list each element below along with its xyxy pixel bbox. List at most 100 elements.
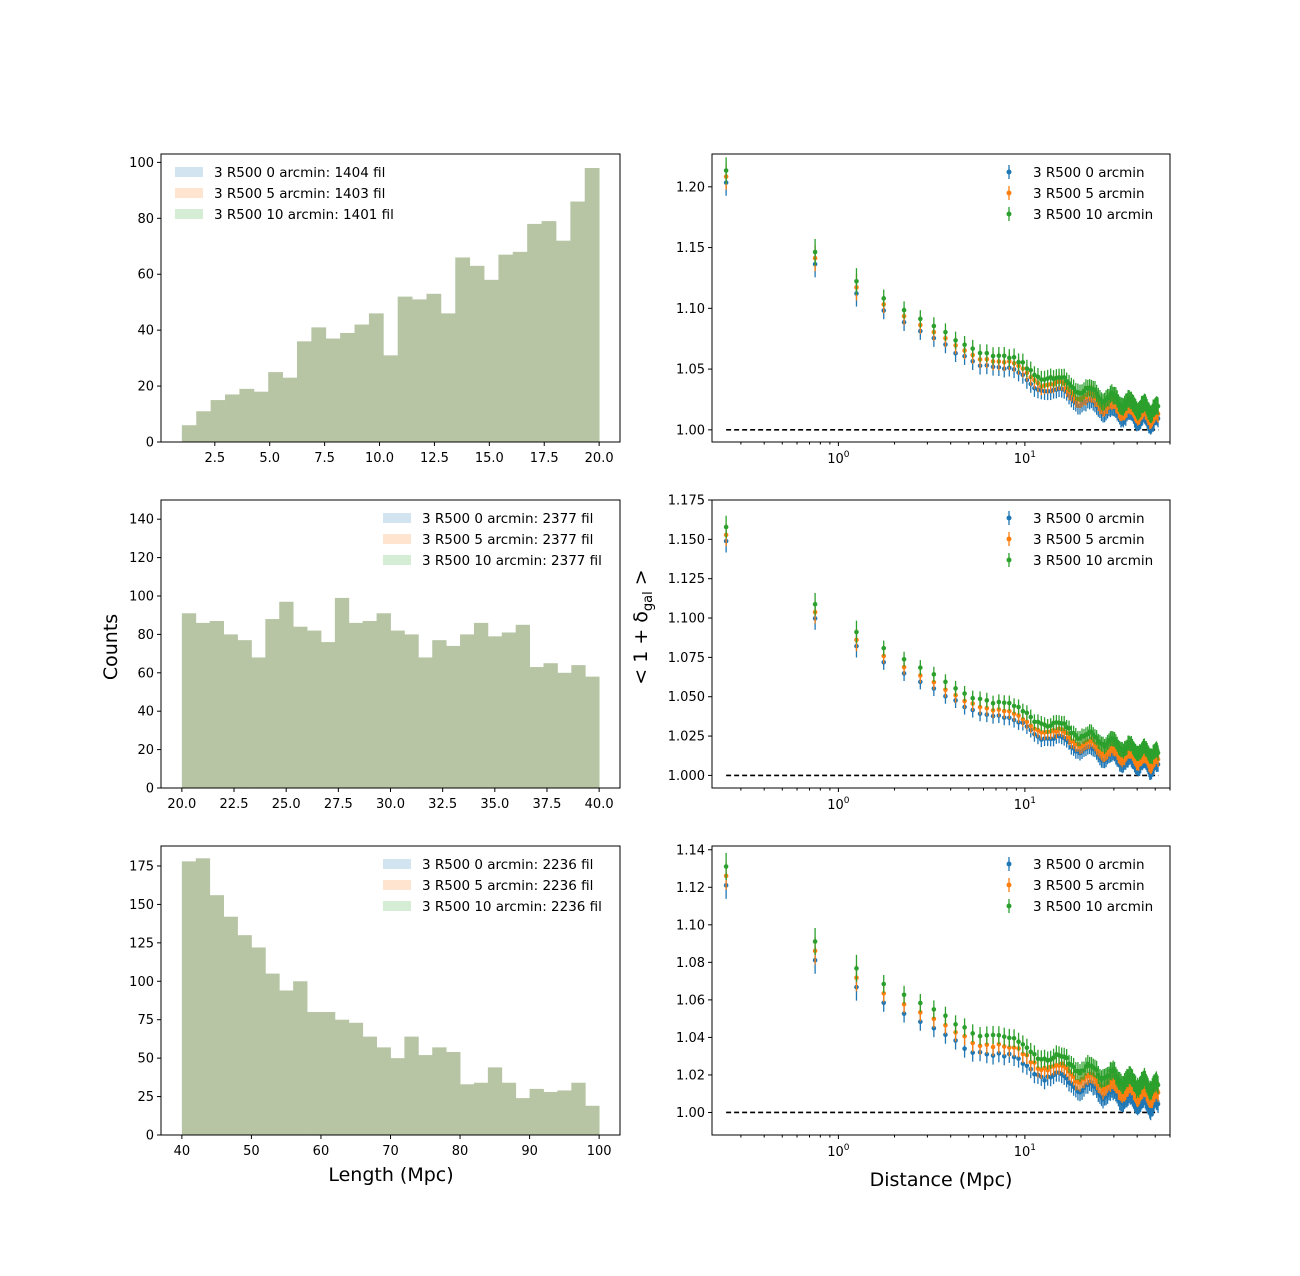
x-tick-label: 37.5 bbox=[533, 797, 562, 812]
hist-bar bbox=[293, 981, 308, 1135]
hist-bar bbox=[368, 313, 384, 442]
legend-swatch bbox=[175, 188, 203, 198]
data-point bbox=[881, 645, 887, 651]
hist-bar bbox=[446, 1051, 461, 1135]
x-tick-label: 101 bbox=[1014, 450, 1036, 467]
plot-frame bbox=[711, 499, 1171, 789]
data-point bbox=[1048, 723, 1053, 729]
hist-xlabel: Length (Mpc) bbox=[328, 1164, 453, 1186]
data-point bbox=[1042, 1065, 1047, 1071]
data-point bbox=[1007, 1045, 1012, 1050]
data-point bbox=[1016, 1056, 1021, 1061]
y-tick-label: 140 bbox=[129, 513, 154, 528]
legend-label: 3 R500 10 arcmin: 1401 fil bbox=[214, 207, 394, 223]
series-3 bbox=[723, 853, 1161, 1101]
legend-label: 3 R500 10 arcmin: 2377 fil bbox=[422, 553, 602, 569]
hist-bar bbox=[487, 636, 503, 788]
hist-bar bbox=[557, 672, 572, 788]
data-point bbox=[984, 350, 990, 356]
hist-bar bbox=[307, 630, 322, 788]
data-point bbox=[918, 673, 923, 678]
hist-bar bbox=[541, 221, 557, 442]
x-tick-label: 80 bbox=[452, 1144, 469, 1159]
legend-label: 3 R500 0 arcmin: 2377 fil bbox=[422, 511, 593, 527]
legend-label: 3 R500 5 arcmin bbox=[1033, 532, 1145, 548]
data-point bbox=[977, 350, 983, 356]
data-point bbox=[1028, 1049, 1034, 1055]
data-point bbox=[970, 1031, 975, 1036]
data-point bbox=[1001, 1044, 1007, 1049]
data-point bbox=[1155, 1101, 1161, 1107]
legend-swatch bbox=[383, 880, 411, 890]
profile-panel-2: 100 101 1.00 1.05 1.10 1.15 1.20 3 R500 0 arcmi… bbox=[676, 153, 1171, 467]
y-tick-label: 1.06 bbox=[676, 993, 705, 1008]
x-tick-label: 15.0 bbox=[475, 451, 504, 466]
x-tick-label: 90 bbox=[521, 1144, 538, 1159]
y-tick-label: 40 bbox=[137, 324, 154, 339]
prof-xlabel: Distance (Mpc) bbox=[870, 1169, 1013, 1191]
data-point bbox=[1024, 719, 1030, 725]
hist-bar bbox=[460, 1084, 475, 1135]
data-point bbox=[1007, 700, 1012, 706]
hist-bar bbox=[404, 1036, 419, 1135]
data-point bbox=[1028, 367, 1034, 373]
data-point bbox=[931, 1016, 937, 1022]
data-point bbox=[984, 1042, 990, 1048]
plot-frame bbox=[711, 845, 1171, 1136]
y-tick-label: 0 bbox=[146, 436, 154, 451]
hist-bar bbox=[555, 240, 571, 442]
legend-label: 3 R500 0 arcmin bbox=[1033, 857, 1145, 873]
hist-bar bbox=[473, 622, 489, 788]
data-point bbox=[1011, 354, 1017, 360]
legend-label: 3 R500 0 arcmin: 2236 fil bbox=[422, 857, 593, 873]
hist-bar bbox=[515, 624, 530, 788]
data-point bbox=[1071, 385, 1076, 391]
data-point bbox=[977, 696, 983, 702]
hist-bar bbox=[527, 223, 542, 442]
data-point bbox=[1020, 1042, 1026, 1047]
data-point bbox=[1071, 1074, 1076, 1080]
plot-frame bbox=[711, 153, 1171, 443]
hist-bar bbox=[237, 640, 252, 788]
x-tick-label: 12.5 bbox=[420, 451, 449, 466]
hist-bar bbox=[325, 338, 341, 442]
x-tick-label: 70 bbox=[382, 1144, 399, 1159]
x-tick-label: 17.5 bbox=[530, 451, 559, 466]
data-point bbox=[723, 524, 729, 530]
legend-marker bbox=[1006, 557, 1012, 563]
hist-bar bbox=[354, 324, 370, 442]
hist-bar bbox=[195, 622, 211, 788]
y-tick-label: 25 bbox=[137, 1090, 154, 1105]
data-point bbox=[1155, 750, 1161, 756]
data-point bbox=[1155, 403, 1161, 409]
y-tick-label: 1.025 bbox=[668, 730, 705, 745]
series-3 bbox=[723, 157, 1161, 424]
data-point bbox=[931, 679, 937, 685]
y-tick-label: 75 bbox=[137, 1013, 154, 1028]
hist-bar bbox=[251, 657, 266, 788]
data-point bbox=[812, 601, 818, 607]
hist-bar bbox=[412, 299, 427, 442]
data-point bbox=[918, 1010, 923, 1015]
hist-bar bbox=[181, 613, 197, 788]
hist-bar bbox=[557, 1090, 572, 1135]
legend-label: 3 R500 10 arcmin bbox=[1033, 207, 1153, 223]
hist-bar bbox=[311, 327, 327, 442]
hist-bar bbox=[432, 1047, 447, 1135]
x-tick-label: 101 bbox=[1014, 796, 1036, 813]
y-tick-label: 0 bbox=[146, 1129, 154, 1144]
hist-bar bbox=[383, 355, 399, 442]
data-point bbox=[1032, 1071, 1037, 1077]
x-tick-label: 30.0 bbox=[376, 797, 405, 812]
legend-swatch bbox=[383, 555, 411, 565]
hist-bar bbox=[570, 201, 586, 442]
y-tick-label: 1.10 bbox=[676, 918, 705, 933]
legend-swatch bbox=[383, 513, 411, 523]
hist-bar bbox=[543, 1091, 558, 1135]
data-point bbox=[1071, 1064, 1076, 1070]
hist-panel-1: 2.5 5.0 7.5 10.0 12.5 15.0 17.5 20.0 0 20 40 60 80 10… bbox=[129, 153, 621, 466]
y-tick-label: 1.02 bbox=[676, 1068, 705, 1083]
hist-bar bbox=[529, 1088, 544, 1135]
x-tick-label: 35.0 bbox=[480, 797, 509, 812]
